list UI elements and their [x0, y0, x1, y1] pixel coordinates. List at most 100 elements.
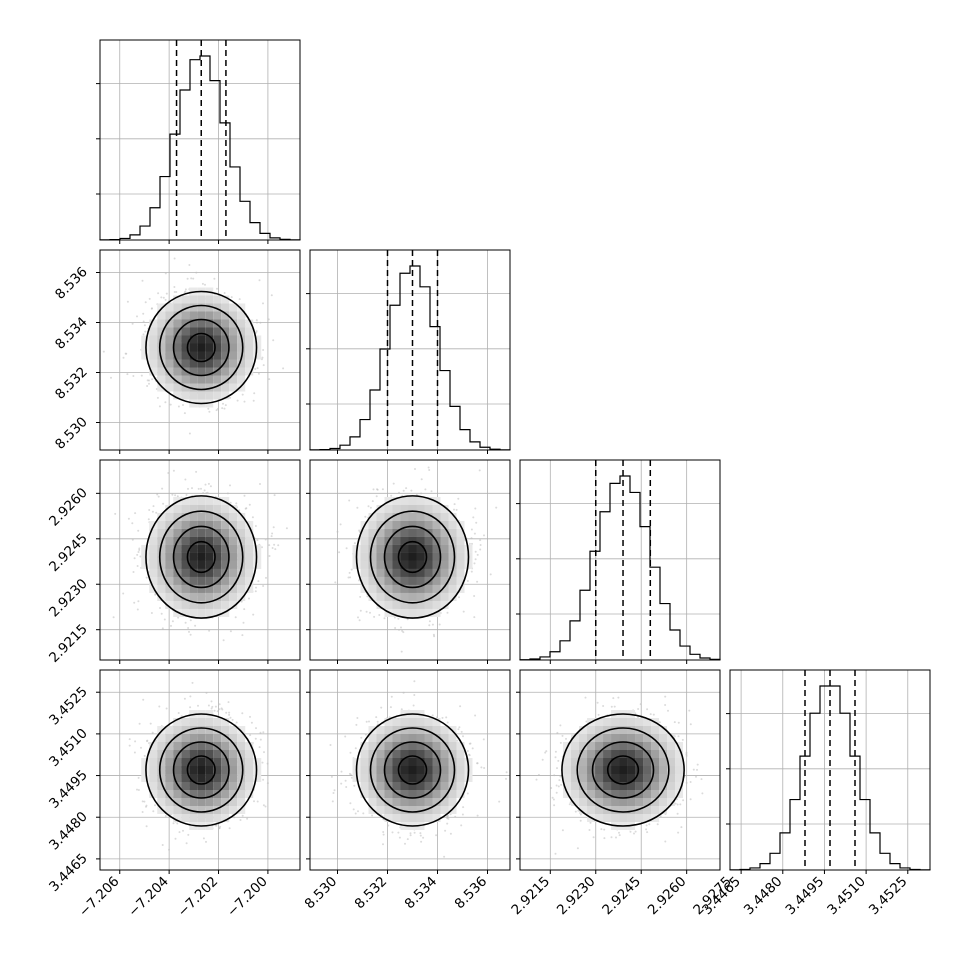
density-cell — [456, 544, 465, 553]
density-cell — [229, 367, 238, 376]
density-cell — [456, 560, 465, 569]
density-cell — [141, 544, 150, 553]
sample-point — [128, 744, 131, 747]
density-cell — [376, 560, 385, 569]
density-cell — [157, 343, 166, 352]
sample-point — [238, 509, 241, 512]
sample-point — [353, 542, 356, 545]
sample-point — [257, 372, 260, 375]
y-tick-label-1-3: 8.536 — [52, 264, 91, 303]
density-cell — [229, 327, 238, 336]
sample-point — [394, 627, 397, 629]
sample-point — [167, 472, 170, 474]
sample-point — [131, 322, 134, 325]
density-cell — [416, 592, 425, 601]
density-cell — [221, 600, 230, 609]
sample-point — [268, 378, 271, 381]
contour-level-0 — [186, 332, 216, 363]
density-cell — [197, 343, 206, 352]
density-cell — [149, 343, 158, 352]
sample-point — [155, 511, 158, 514]
sample-point — [169, 403, 172, 406]
density-cell — [221, 383, 230, 392]
sample-point — [357, 616, 359, 619]
density-cell — [221, 311, 230, 320]
sample-point — [164, 815, 167, 817]
density-cell — [181, 375, 190, 384]
sample-point — [165, 292, 168, 295]
sample-point — [254, 525, 257, 527]
density-cell — [237, 343, 246, 352]
sample-point — [470, 570, 473, 573]
density-cell — [229, 552, 238, 561]
sample-point — [195, 470, 198, 473]
sample-point — [263, 751, 265, 754]
sample-point — [479, 539, 482, 542]
density-cell — [189, 303, 198, 312]
density-cell — [416, 576, 425, 585]
sample-point — [229, 484, 231, 487]
sample-point — [175, 291, 178, 293]
density-cell — [157, 319, 166, 328]
sample-point — [161, 844, 164, 846]
sample-point — [251, 516, 254, 519]
density-cell — [392, 584, 401, 593]
density-cell — [197, 335, 206, 344]
density-cell — [157, 327, 166, 336]
density-cell — [149, 367, 158, 376]
sample-point — [161, 627, 164, 630]
sample-point — [282, 367, 285, 370]
sample-point — [197, 704, 199, 707]
density-cell — [173, 295, 182, 304]
sample-point — [184, 478, 187, 481]
sample-point — [376, 488, 378, 491]
density-cell — [157, 383, 166, 392]
sample-point — [170, 624, 172, 627]
sample-point — [210, 707, 213, 710]
density-cell — [408, 552, 417, 561]
density-cell — [253, 544, 262, 553]
density-cell — [432, 576, 441, 585]
sample-point — [244, 507, 247, 510]
sample-point — [229, 716, 232, 719]
sample-point — [133, 557, 136, 560]
y-tick-label-1-2: 8.534 — [52, 314, 91, 353]
sample-point — [134, 512, 137, 515]
density-cell — [384, 504, 393, 513]
density-cell — [432, 504, 441, 513]
sample-point — [428, 469, 431, 471]
density-cell — [189, 367, 198, 376]
density-cell — [376, 568, 385, 577]
sample-point — [154, 593, 157, 596]
sample-point — [157, 292, 160, 295]
sample-point — [254, 737, 257, 740]
sample-point — [272, 339, 275, 342]
sample-point — [285, 527, 288, 530]
density-cell — [408, 544, 417, 553]
sample-point — [265, 576, 267, 579]
density-cell — [181, 600, 190, 609]
sample-point — [186, 277, 189, 280]
sample-point — [188, 264, 191, 266]
sample-point — [468, 542, 471, 545]
sample-point — [231, 718, 234, 721]
density-cell — [181, 391, 190, 400]
density-cell — [237, 359, 246, 368]
sample-point — [262, 349, 265, 351]
sample-point — [358, 529, 361, 532]
density-cell — [245, 544, 254, 553]
sample-point — [131, 522, 134, 525]
density-cell — [213, 600, 222, 609]
sample-point — [256, 800, 259, 803]
sample-point — [234, 616, 237, 619]
density-cell — [181, 311, 190, 320]
density-cell — [245, 319, 254, 328]
sample-point — [207, 482, 210, 485]
sample-point — [183, 697, 186, 700]
sample-point — [161, 487, 164, 490]
sample-point — [268, 544, 271, 547]
density-cell — [221, 319, 230, 328]
sample-point — [258, 746, 261, 749]
sample-point — [261, 546, 263, 549]
density-cell — [400, 552, 409, 561]
